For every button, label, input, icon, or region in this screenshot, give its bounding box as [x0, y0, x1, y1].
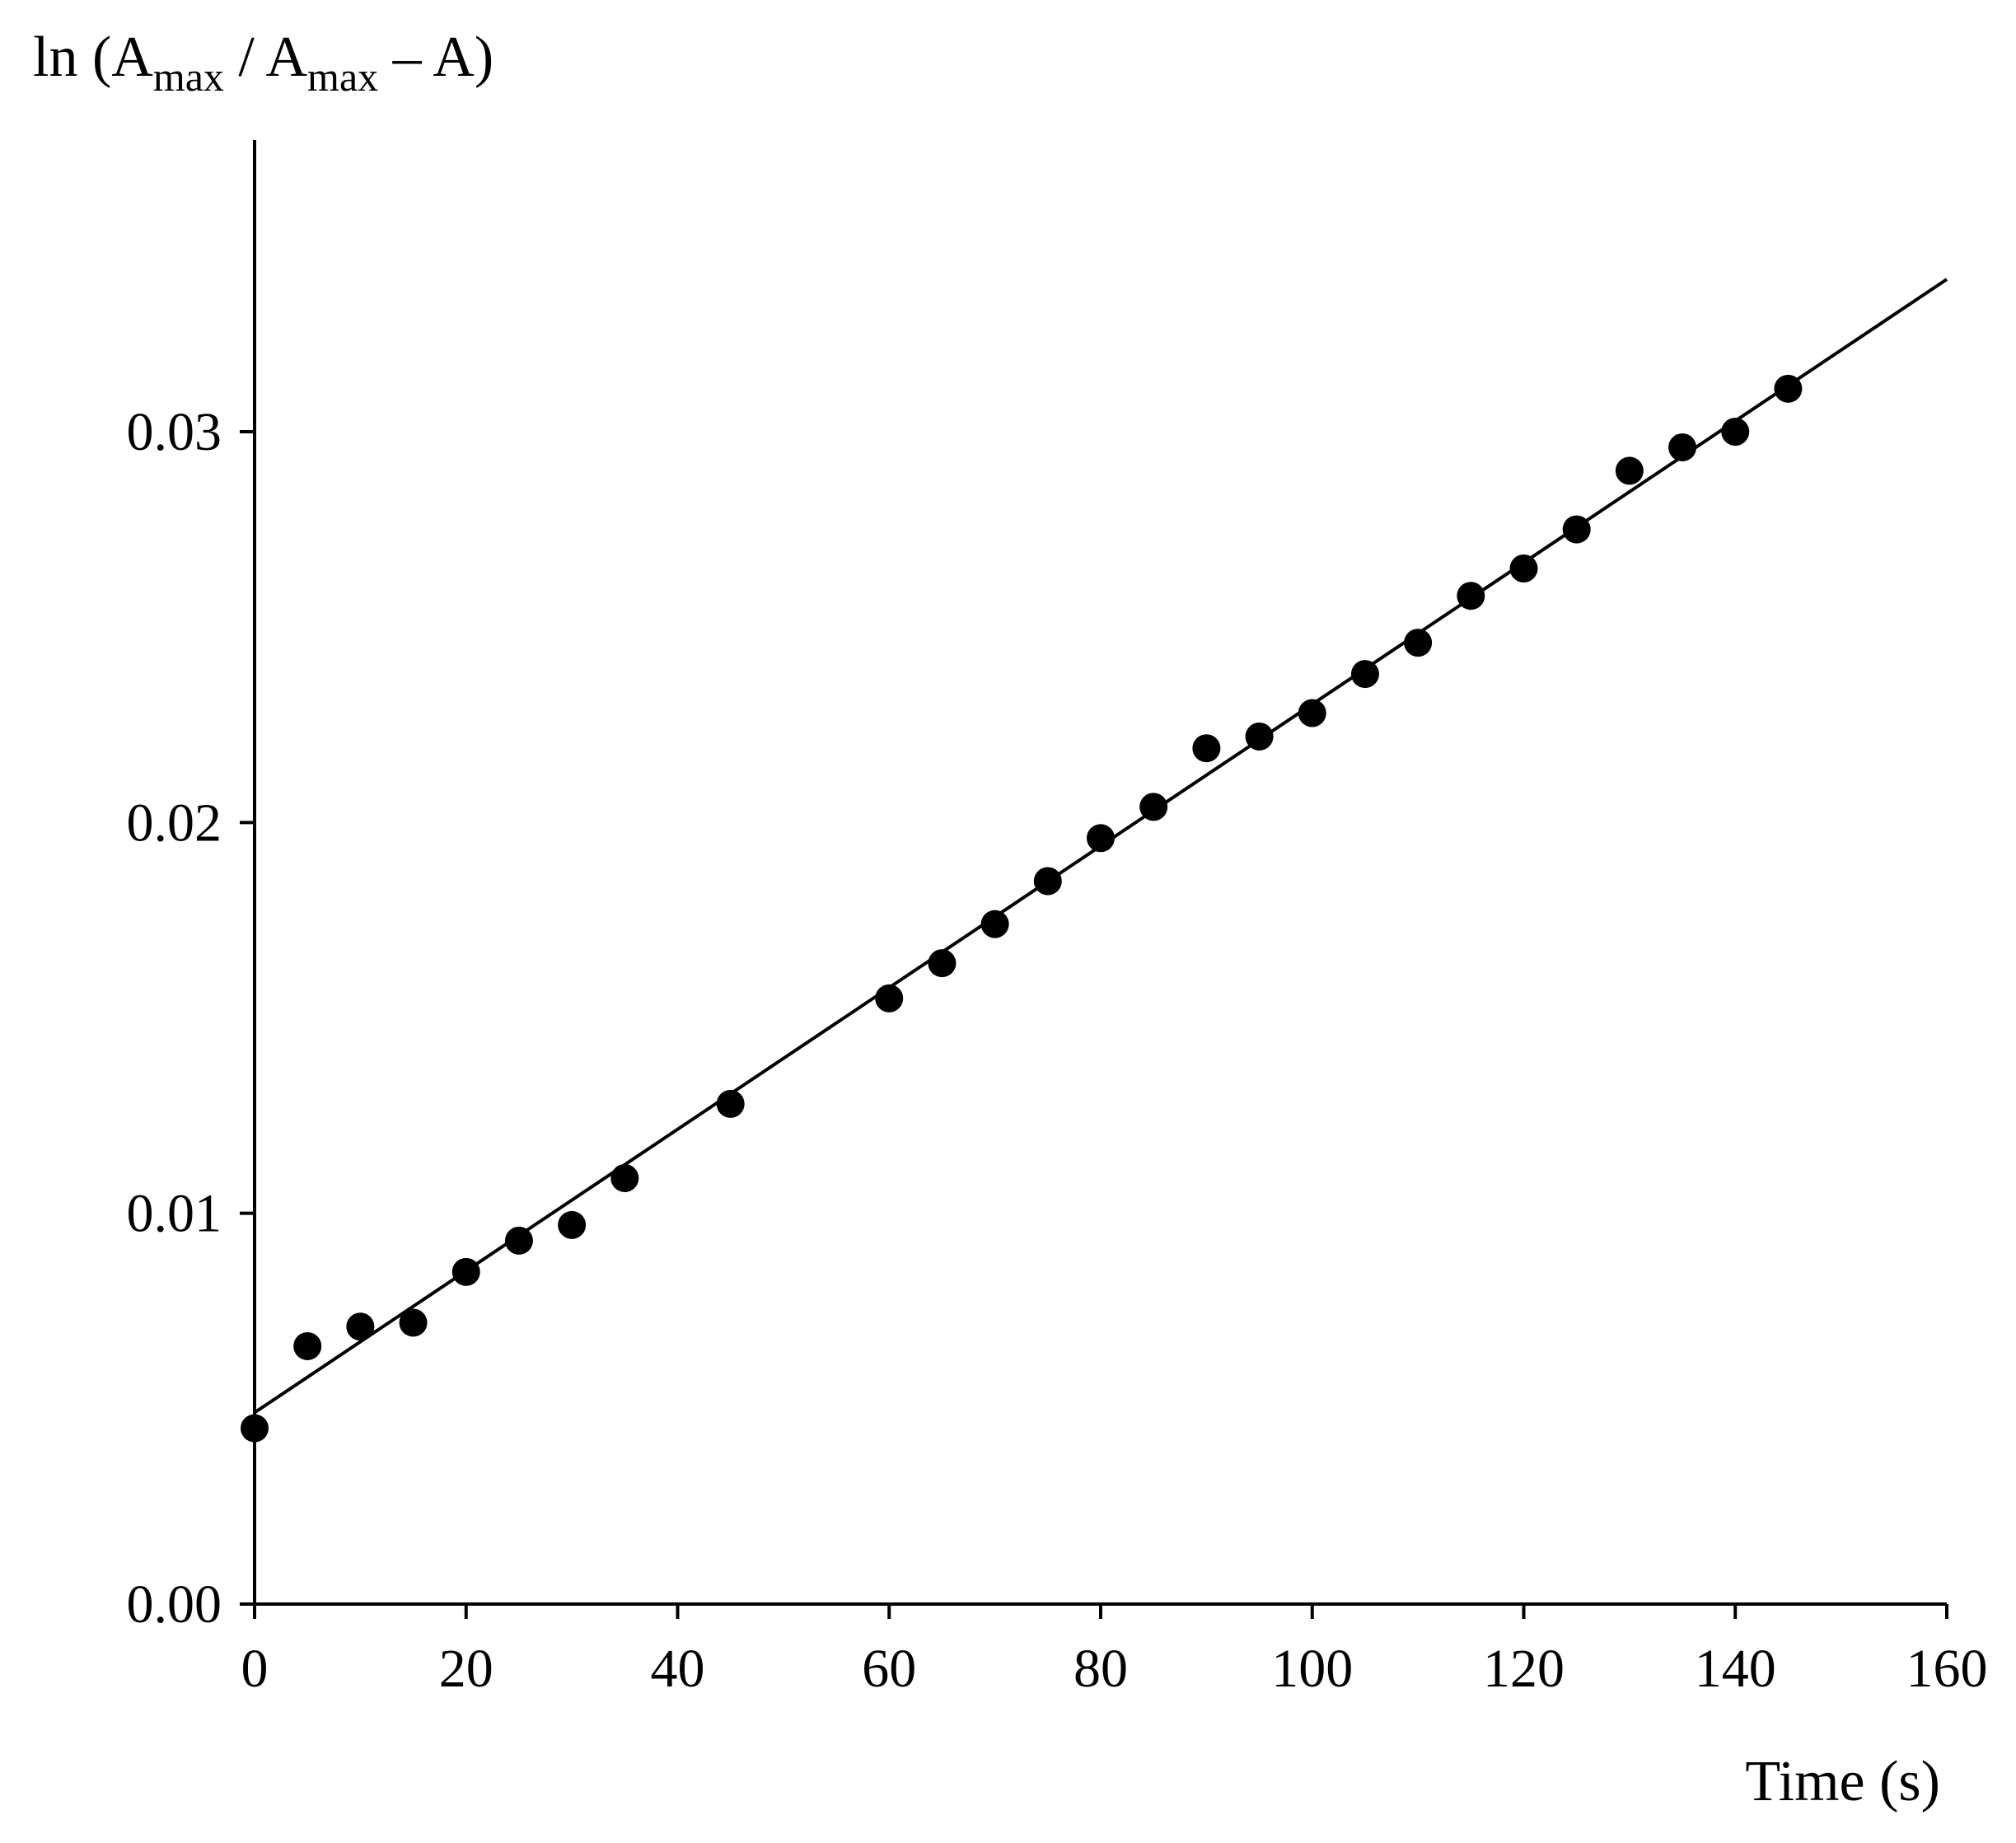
y-tick-label: 0.01 [127, 1184, 222, 1244]
data-point [1668, 433, 1697, 461]
data-point [504, 1226, 533, 1255]
data-point [1615, 456, 1644, 485]
x-tick-label: 140 [1695, 1639, 1776, 1699]
data-point [1404, 629, 1433, 657]
y-tick-label: 0.03 [127, 402, 222, 462]
y-tick-label: 0.02 [127, 793, 222, 853]
data-point [399, 1308, 428, 1337]
data-point [241, 1414, 269, 1443]
data-point [1033, 867, 1062, 896]
data-point [451, 1257, 480, 1286]
data-point [1087, 824, 1115, 853]
data-point [1192, 734, 1221, 763]
data-point [293, 1331, 322, 1360]
y-axis-title-part: – A) [378, 26, 493, 89]
y-axis-title-part: ln (A [33, 26, 153, 89]
x-tick-label: 60 [862, 1639, 916, 1699]
x-tick-label: 80 [1073, 1639, 1128, 1699]
x-tick-label: 100 [1271, 1639, 1353, 1699]
data-point [716, 1089, 745, 1118]
data-point [1774, 374, 1803, 403]
ticks: 0 20 40 60 80 100 120 140 160 0.00 0.01 0.02 0.03 [127, 402, 1988, 1699]
y-axis-title-part: / A [224, 26, 308, 89]
data-point [346, 1312, 375, 1341]
data-point [1298, 699, 1326, 727]
svg-text:ln (Amax / Amax – A): ln (Amax / Amax – A) [33, 26, 493, 100]
x-tick-label: 40 [651, 1639, 705, 1699]
x-tick-label: 120 [1483, 1639, 1565, 1699]
data-point [1457, 582, 1485, 610]
data-point [610, 1163, 639, 1192]
y-axis-title: ln (Amax / Amax – A) [33, 26, 493, 100]
y-axis-title-subscript: max [307, 54, 378, 100]
data-point [1139, 793, 1168, 821]
data-point [1721, 418, 1750, 446]
y-tick-label: 0.00 [127, 1574, 222, 1635]
x-tick-label: 20 [439, 1639, 493, 1699]
data-point [875, 984, 904, 1013]
y-axis-title-subscript: max [153, 54, 224, 100]
axes [253, 140, 1947, 1606]
x-tick-label: 160 [1906, 1639, 1988, 1699]
data-points [241, 374, 1803, 1443]
data-point [1562, 515, 1591, 544]
data-point [928, 949, 957, 978]
data-point [558, 1210, 587, 1239]
data-point [1245, 722, 1274, 751]
x-tick-label: 0 [241, 1639, 269, 1699]
data-point [980, 910, 1009, 938]
x-axis-title: Time (s) [1745, 1750, 1940, 1813]
data-point [1509, 554, 1538, 583]
data-point [1350, 660, 1379, 689]
